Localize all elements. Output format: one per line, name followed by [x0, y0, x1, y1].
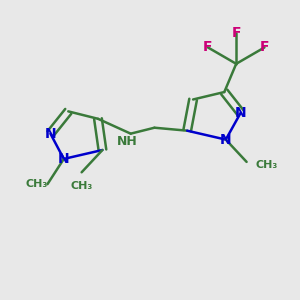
Text: CH₃: CH₃: [25, 179, 47, 189]
Text: F: F: [203, 40, 213, 55]
Text: CH₃: CH₃: [256, 160, 278, 170]
Text: N: N: [45, 127, 56, 141]
Text: F: F: [231, 26, 241, 40]
Text: F: F: [260, 40, 269, 55]
Text: CH₃: CH₃: [70, 181, 93, 191]
Text: N: N: [58, 152, 70, 166]
Text: NH: NH: [117, 135, 138, 148]
Text: N: N: [220, 133, 232, 147]
Text: N: N: [235, 106, 247, 120]
